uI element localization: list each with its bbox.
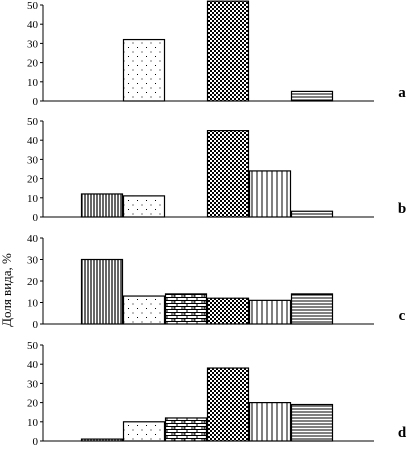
y-axis-label: Доля вида, % bbox=[0, 253, 14, 327]
y-tick-label: 10 bbox=[27, 193, 39, 205]
bar-b-4 bbox=[206, 130, 250, 218]
bar-a-2 bbox=[122, 38, 166, 102]
panel-b: 0 10 20 30 40 50 b bbox=[27, 116, 406, 224]
bar-d-6 bbox=[290, 403, 334, 442]
y-tick-label: 50 bbox=[27, 116, 39, 128]
bar-b-5 bbox=[248, 170, 292, 218]
bar-d-1 bbox=[80, 438, 124, 442]
panel-label: c bbox=[399, 308, 406, 324]
y-tick-label: 40 bbox=[27, 359, 39, 371]
bar-d-3 bbox=[164, 417, 208, 442]
y-tick-label: 40 bbox=[27, 233, 39, 245]
panel-label: a bbox=[398, 85, 406, 101]
y-tick-label: 40 bbox=[27, 19, 39, 31]
bar-c-1 bbox=[80, 258, 124, 325]
bar-b-2 bbox=[122, 195, 166, 218]
panel-label: b bbox=[398, 201, 406, 217]
panel-d: 0 10 20 30 40 50 d bbox=[27, 340, 407, 448]
y-tick-label: 0 bbox=[33, 319, 39, 331]
bar-d-4 bbox=[206, 367, 250, 442]
y-tick-label: 10 bbox=[27, 298, 39, 310]
y-tick-label: 0 bbox=[33, 212, 39, 224]
y-tick-label: 50 bbox=[27, 340, 39, 352]
bar-c-2 bbox=[122, 295, 166, 325]
bar-c-6 bbox=[290, 293, 334, 325]
panel-a: 0 10 20 30 40 50 a bbox=[27, 0, 406, 108]
y-tick-label: 20 bbox=[27, 174, 39, 186]
y-tick-label: 30 bbox=[27, 255, 39, 267]
bar-c-3 bbox=[164, 293, 208, 325]
bar-c-4 bbox=[206, 297, 250, 325]
y-tick-label: 40 bbox=[27, 135, 39, 147]
panel-label: d bbox=[398, 425, 407, 441]
y-tick-label: 20 bbox=[27, 58, 39, 70]
y-tick-label: 0 bbox=[33, 436, 39, 448]
bar-d-2 bbox=[122, 421, 166, 442]
bar-c-5 bbox=[248, 299, 292, 325]
y-tick-label: 20 bbox=[27, 398, 39, 410]
y-tick-label: 10 bbox=[27, 417, 39, 429]
bar-a-4 bbox=[206, 0, 250, 102]
y-tick-label: 30 bbox=[27, 38, 39, 50]
y-tick-label: 30 bbox=[27, 154, 39, 166]
bar-b-1 bbox=[80, 193, 124, 218]
y-tick-label: 20 bbox=[27, 276, 39, 288]
y-tick-label: 30 bbox=[27, 378, 39, 390]
y-tick-label: 0 bbox=[33, 96, 39, 108]
y-tick-label: 10 bbox=[27, 77, 39, 89]
y-tick-label: 50 bbox=[27, 0, 39, 12]
panel-c: 0 10 20 30 40 c bbox=[27, 233, 406, 331]
bar-b-6 bbox=[290, 210, 334, 218]
bar-d-5 bbox=[248, 402, 292, 442]
bar-a-6 bbox=[290, 90, 334, 102]
